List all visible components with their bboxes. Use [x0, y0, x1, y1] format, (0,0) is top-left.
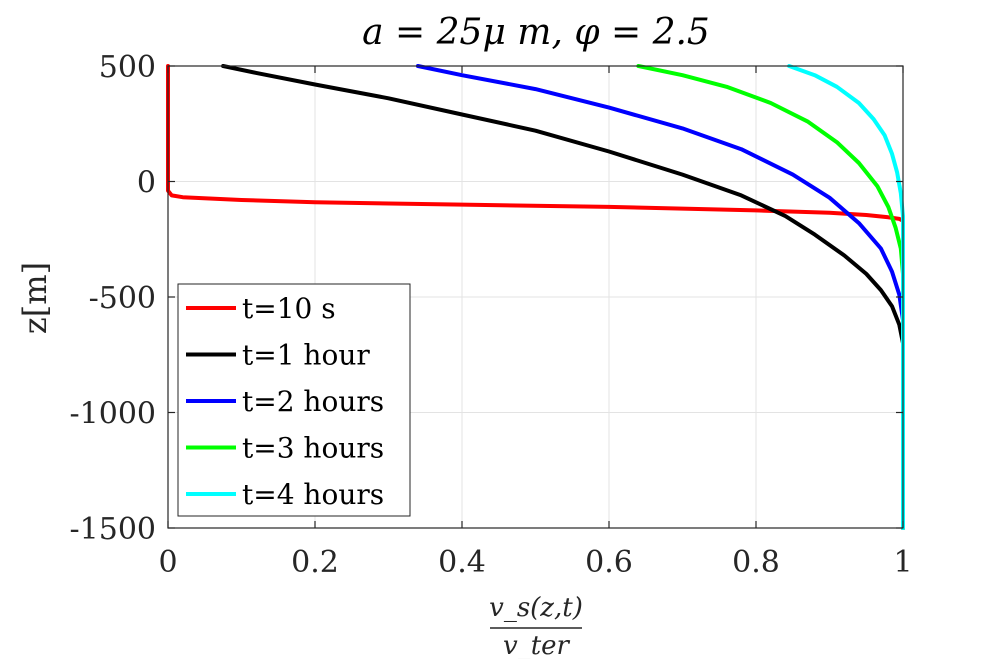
legend-label-1: t=10 s: [242, 292, 336, 325]
x-tick-label: 0.6: [585, 545, 633, 580]
legend-label-4: t=3 hours: [242, 432, 384, 465]
series-line-2: [221, 64, 905, 530]
legend: t=10 s t=1 hour t=2 hours t=3 hours t=4 hour…: [177, 283, 411, 517]
x-tick-label: 0.2: [291, 545, 339, 580]
x-axis-label-denominator: v_ter: [503, 631, 571, 659]
y-tick-label: 500: [99, 50, 156, 85]
x-tick-label: 0.8: [732, 545, 780, 580]
x-tick-label: 1: [893, 545, 912, 580]
y-tick-label: -1500: [70, 512, 156, 547]
legend-label-5: t=4 hours: [242, 478, 384, 511]
chart-title: a = 25μ m, φ = 2.5: [362, 12, 710, 53]
legend-label-2: t=1 hour: [242, 339, 370, 372]
y-tick-label: -500: [89, 281, 156, 316]
y-axis-label: z[m]: [16, 262, 54, 334]
legend-label-3: t=2 hours: [242, 385, 384, 418]
axis-ticks: 0 0.2 0.4 0.6 0.8 1 500 0 -500 -1000 -1500: [70, 50, 913, 580]
y-tick-label: -1000: [70, 397, 156, 432]
y-tick-label: 0: [137, 166, 156, 201]
x-axis-label-numerator: v_s(z,t): [489, 593, 583, 623]
x-tick-label: 0.4: [438, 545, 486, 580]
x-tick-label: 0: [158, 545, 177, 580]
